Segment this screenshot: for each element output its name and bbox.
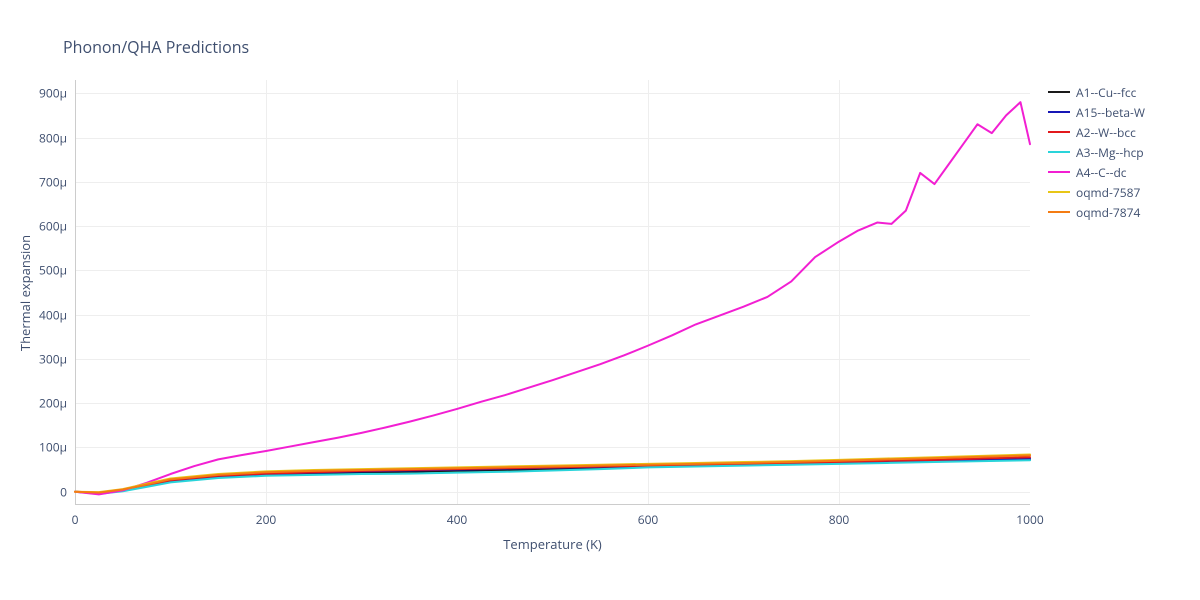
legend-label: oqmd-7587 bbox=[1076, 184, 1140, 201]
x-tick-label: 1000 bbox=[1016, 511, 1043, 528]
x-tick-label: 200 bbox=[256, 511, 277, 528]
y-tick-label: 500μ bbox=[39, 262, 67, 279]
legend-swatch bbox=[1048, 211, 1070, 213]
legend-swatch bbox=[1048, 111, 1070, 113]
phonon-qha-chart: Phonon/QHA Predictions Temperature (K) T… bbox=[0, 0, 1200, 600]
line-series-svg bbox=[75, 80, 1030, 505]
y-tick-label: 900μ bbox=[39, 85, 67, 102]
x-tick-label: 400 bbox=[447, 511, 468, 528]
legend-label: oqmd-7874 bbox=[1076, 204, 1140, 221]
legend-item[interactable]: A2--W--bcc bbox=[1048, 122, 1145, 142]
legend-swatch bbox=[1048, 91, 1070, 93]
legend-swatch bbox=[1048, 151, 1070, 153]
legend-item[interactable]: A3--Mg--hcp bbox=[1048, 142, 1145, 162]
y-tick-label: 700μ bbox=[39, 173, 67, 190]
y-axis-title: Thermal expansion bbox=[16, 234, 34, 350]
legend-swatch bbox=[1048, 171, 1070, 173]
legend-item[interactable]: A4--C--dc bbox=[1048, 162, 1145, 182]
legend-label: A2--W--bcc bbox=[1076, 124, 1136, 141]
legend-label: A1--Cu--fcc bbox=[1076, 84, 1136, 101]
legend-label: A15--beta-W bbox=[1076, 104, 1145, 121]
legend-swatch bbox=[1048, 131, 1070, 133]
chart-title: Phonon/QHA Predictions bbox=[63, 36, 249, 58]
x-axis-title: Temperature (K) bbox=[503, 535, 602, 553]
y-tick-label: 800μ bbox=[39, 129, 67, 146]
y-tick-label: 600μ bbox=[39, 218, 67, 235]
plot-area[interactable] bbox=[75, 80, 1030, 505]
y-tick-label: 0 bbox=[60, 483, 67, 500]
y-tick-label: 200μ bbox=[39, 395, 67, 412]
x-tick-label: 800 bbox=[829, 511, 850, 528]
legend-item[interactable]: A1--Cu--fcc bbox=[1048, 82, 1145, 102]
legend-item[interactable]: oqmd-7587 bbox=[1048, 182, 1145, 202]
legend-label: A4--C--dc bbox=[1076, 164, 1127, 181]
legend-swatch bbox=[1048, 191, 1070, 193]
legend-item[interactable]: A15--beta-W bbox=[1048, 102, 1145, 122]
y-tick-label: 400μ bbox=[39, 306, 67, 323]
series-line[interactable] bbox=[75, 102, 1030, 494]
legend-item[interactable]: oqmd-7874 bbox=[1048, 202, 1145, 222]
y-tick-label: 100μ bbox=[39, 439, 67, 456]
x-tick-label: 600 bbox=[638, 511, 659, 528]
x-tick-label: 0 bbox=[72, 511, 79, 528]
legend[interactable]: A1--Cu--fcc A15--beta-W A2--W--bcc A3--Mg--… bbox=[1048, 82, 1145, 222]
legend-label: A3--Mg--hcp bbox=[1076, 144, 1144, 161]
y-tick-label: 300μ bbox=[39, 350, 67, 367]
